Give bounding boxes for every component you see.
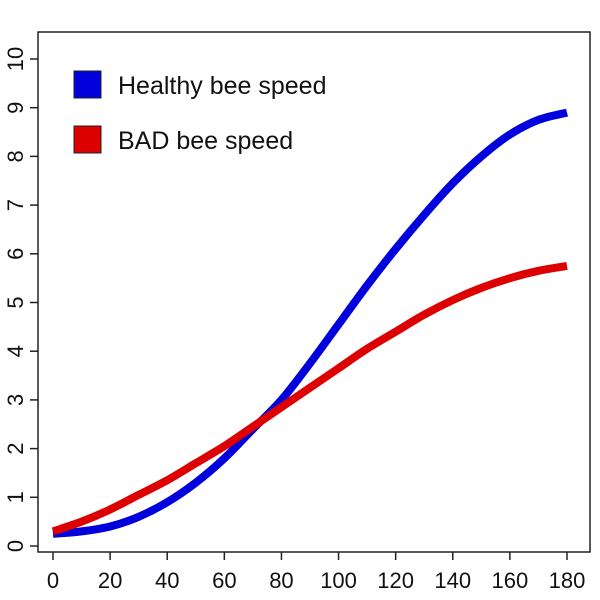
x-tick-label: 120: [377, 568, 414, 593]
legend: Healthy bee speed BAD bee speed: [73, 70, 326, 155]
y-tick-label: 4: [3, 345, 28, 357]
y-tick-label: 6: [3, 248, 28, 260]
y-tick-label: 5: [3, 296, 28, 308]
x-tick-label: 0: [47, 568, 59, 593]
y-tick-label: 1: [3, 491, 28, 503]
y-tick-label: 3: [3, 394, 28, 406]
x-tick-label: 40: [155, 568, 179, 593]
x-tick-label: 160: [492, 568, 529, 593]
x-tick-label: 180: [549, 568, 586, 593]
y-tick-label: 8: [3, 150, 28, 162]
legend-label-bad: BAD bee speed: [118, 127, 293, 155]
y-tick-label: 0: [3, 540, 28, 552]
plot-frame: [37, 31, 591, 553]
x-tick-label: 20: [98, 568, 122, 593]
legend-label-healthy: Healthy bee speed: [118, 72, 326, 100]
x-tick-label: 80: [269, 568, 293, 593]
series-line-bad: [51, 262, 568, 536]
series-group: [51, 108, 568, 538]
y-axis: 0 1 2 3 4 5 6 7 8 9 10: [3, 47, 38, 552]
x-tick-label: 100: [320, 568, 357, 593]
x-tick-label: 60: [212, 568, 236, 593]
y-tick-label: 7: [3, 199, 28, 211]
y-tick-label: 2: [3, 442, 28, 454]
legend-swatch-healthy: [73, 70, 102, 99]
series-line-healthy: [52, 108, 568, 538]
y-tick-label: 9: [3, 102, 28, 114]
x-axis: 0 20 40 60 80 100 120 140 160 180: [47, 552, 585, 593]
legend-swatch-bad: [73, 125, 102, 154]
x-tick-label: 140: [434, 568, 471, 593]
y-tick-label: 10: [3, 47, 28, 71]
